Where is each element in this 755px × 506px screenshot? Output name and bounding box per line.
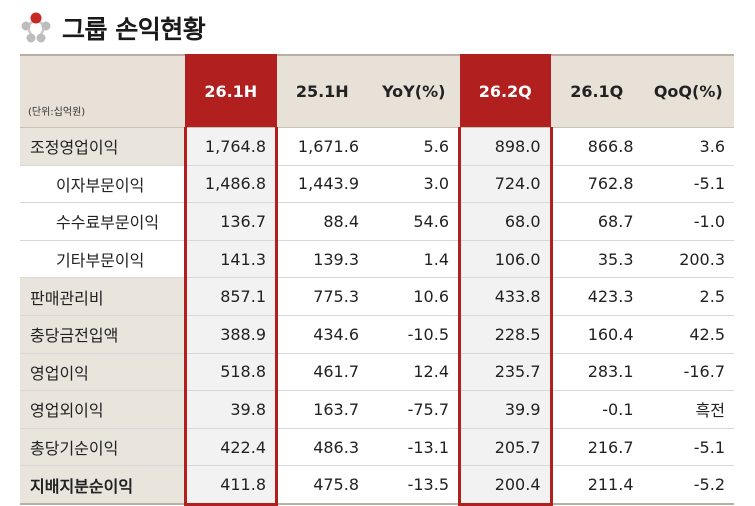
table-cell: 898.0 (458, 127, 553, 166)
table-row: 조정영업이익 1,764.8 1,671.6 5.6 898.0 866.8 3.6 (20, 127, 734, 166)
row-label: 총당기순이익 (20, 428, 185, 467)
table-row: 충당금전입액 388.9 434.6 -10.5 228.5 160.4 42.5 (20, 315, 734, 354)
table-cell: 39.8 (183, 390, 278, 429)
table-row: 영업이익 518.8 461.7 12.4 235.7 283.1 -16.7 (20, 353, 734, 392)
table-cell: 518.8 (183, 353, 278, 392)
table-cell: 139.3 (276, 240, 368, 279)
table-cell: 216.7 (551, 428, 643, 467)
column-header: 25.1H (276, 54, 368, 128)
profit-loss-table-container: (단위:십억원) 26.1H 25.1H YoY(%) 26.2Q 26.1Q … (20, 54, 734, 506)
table-cell: 211.4 (551, 465, 643, 506)
table-cell: -13.5 (368, 465, 460, 506)
unit-label: (단위:십억원) (20, 54, 185, 128)
table-cell: -0.1 (551, 390, 643, 429)
row-label: 충당금전입액 (20, 315, 185, 354)
table-cell: -13.1 (368, 428, 460, 467)
table-cell: 1,486.8 (183, 165, 278, 204)
table-cell: 434.6 (276, 315, 368, 354)
table-cell: -5.1 (642, 428, 734, 467)
row-label: 지배지분순이익 (20, 465, 185, 506)
table-cell: 1,671.6 (276, 127, 368, 166)
table-cell: 283.1 (551, 353, 643, 392)
table-cell: -10.5 (368, 315, 460, 354)
table-cell: 762.8 (551, 165, 643, 204)
table-cell: 42.5 (642, 315, 734, 354)
table-cell: 461.7 (276, 353, 368, 392)
table-cell: 5.6 (368, 127, 460, 166)
table-row: 이자부문이익 1,486.8 1,443.9 3.0 724.0 762.8 -5.1 (20, 165, 734, 204)
table-row: 총당기순이익 422.4 486.3 -13.1 205.7 216.7 -5.1 (20, 428, 734, 467)
table-cell: 205.7 (458, 428, 553, 467)
table-cell: 35.3 (551, 240, 643, 279)
table-cell: 1,443.9 (276, 165, 368, 204)
table-cell: 422.4 (183, 428, 278, 467)
table-cell: 163.7 (276, 390, 368, 429)
table-cell: 866.8 (551, 127, 643, 166)
table-cell: 68.0 (458, 202, 553, 241)
column-header: QoQ(%) (642, 54, 734, 128)
table-cell: 2.5 (642, 277, 734, 316)
table-row: 기타부문이익 141.3 139.3 1.4 106.0 35.3 200.3 (20, 240, 734, 279)
table-cell: 흑전 (642, 390, 734, 429)
table-row: 지배지분순이익 411.8 475.8 -13.5 200.4 211.4 -5.2 (20, 465, 734, 506)
table-cell: 39.9 (458, 390, 553, 429)
row-label: 조정영업이익 (20, 127, 185, 166)
table-cell: 475.8 (276, 465, 368, 506)
table-cell: -75.7 (368, 390, 460, 429)
column-header: YoY(%) (368, 54, 460, 128)
table-cell: 724.0 (458, 165, 553, 204)
table-cell: 3.6 (642, 127, 734, 166)
row-label: 영업외이익 (20, 390, 185, 429)
table-cell: 857.1 (183, 277, 278, 316)
row-label: 수수료부문이익 (20, 202, 185, 241)
row-label: 기타부문이익 (20, 240, 185, 279)
table-cell: 160.4 (551, 315, 643, 354)
table-cell: 433.8 (458, 277, 553, 316)
table-row: 판매관리비 857.1 775.3 10.6 433.8 423.3 2.5 (20, 277, 734, 316)
table-cell: 486.3 (276, 428, 368, 467)
table-cell: 88.4 (276, 202, 368, 241)
molecule-icon (21, 12, 51, 43)
profit-loss-table: (단위:십억원) 26.1H 25.1H YoY(%) 26.2Q 26.1Q … (20, 54, 734, 506)
table-cell: 411.8 (183, 465, 278, 506)
table-cell: 235.7 (458, 353, 553, 392)
table-cell: 54.6 (368, 202, 460, 241)
table-cell: 136.7 (183, 202, 278, 241)
table-cell: 423.3 (551, 277, 643, 316)
table-cell: -1.0 (642, 202, 734, 241)
table-cell: 775.3 (276, 277, 368, 316)
table-row: 수수료부문이익 136.7 88.4 54.6 68.0 68.7 -1.0 (20, 202, 734, 241)
row-label: 영업이익 (20, 353, 185, 392)
table-cell: 1.4 (368, 240, 460, 279)
table-cell: 388.9 (183, 315, 278, 354)
table-cell: -16.7 (642, 353, 734, 392)
table-cell: 200.4 (458, 465, 553, 506)
column-header: 26.1Q (551, 54, 643, 128)
row-label: 이자부문이익 (20, 165, 185, 204)
table-cell: 228.5 (458, 315, 553, 354)
table-cell: 10.6 (368, 277, 460, 316)
table-cell: 68.7 (551, 202, 643, 241)
table-cell: 12.4 (368, 353, 460, 392)
table-cell: -5.2 (642, 465, 734, 506)
table-row: 영업외이익 39.8 163.7 -75.7 39.9 -0.1 흑전 (20, 390, 734, 429)
row-label: 판매관리비 (20, 277, 185, 316)
table-cell: 106.0 (458, 240, 553, 279)
title-bar: 그룹 손익현황 (18, 8, 206, 48)
table-header-row: (단위:십억원) 26.1H 25.1H YoY(%) 26.2Q 26.1Q … (20, 54, 734, 128)
table-cell: 200.3 (642, 240, 734, 279)
page-title: 그룹 손익현황 (62, 15, 206, 44)
column-header: 26.1H (185, 54, 277, 128)
column-header: 26.2Q (459, 54, 551, 128)
table-cell: -5.1 (642, 165, 734, 204)
table-cell: 3.0 (368, 165, 460, 204)
table-cell: 1,764.8 (183, 127, 278, 166)
table-cell: 141.3 (183, 240, 278, 279)
